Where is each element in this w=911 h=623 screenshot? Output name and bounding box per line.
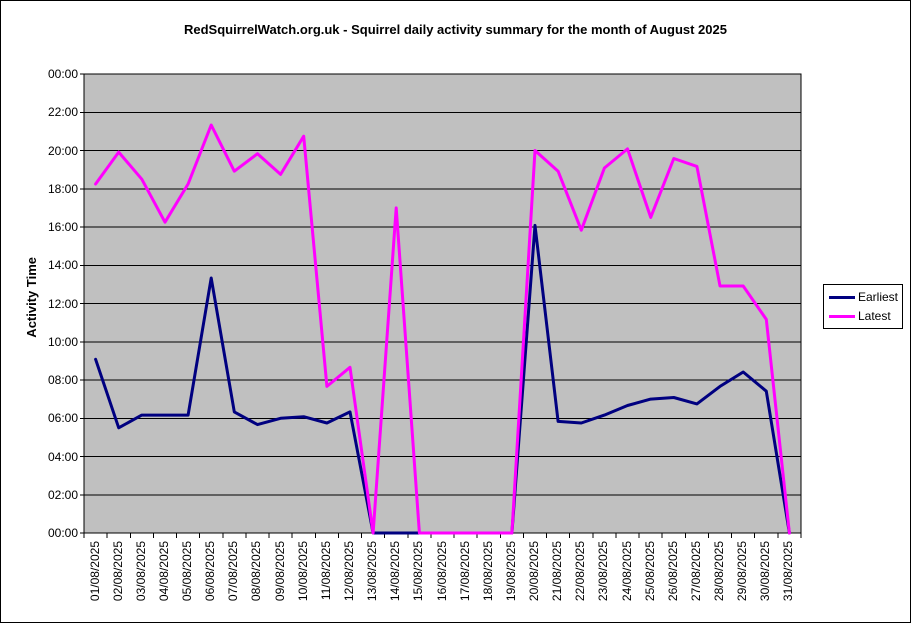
- x-axis-tick-label: 13/08/2025: [365, 541, 380, 602]
- x-axis-tick-label: 25/08/2025: [642, 541, 657, 602]
- x-axis-tick-label: 02/08/2025: [110, 541, 125, 602]
- legend-item-latest: Latest: [829, 308, 902, 324]
- legend-item-earliest: Earliest: [829, 289, 902, 305]
- x-axis-tick-label: 03/08/2025: [133, 541, 148, 602]
- x-axis-tick-label: 01/08/2025: [87, 541, 102, 602]
- legend-label-earliest: Earliest: [858, 290, 899, 304]
- y-axis-tick-label: 00:00: [47, 526, 78, 540]
- x-axis-tick-label: 23/08/2025: [596, 541, 611, 602]
- x-axis-tick-label: 10/08/2025: [295, 541, 310, 602]
- x-axis-tick-label: 16/08/2025: [434, 541, 449, 602]
- legend: Earliest Latest: [823, 284, 903, 329]
- x-axis-tick-label: 29/08/2025: [735, 541, 750, 602]
- y-axis-tick-label: 00:00: [47, 67, 78, 81]
- y-axis-tick-label: 12:00: [47, 296, 78, 311]
- earliest-line-swatch: [829, 295, 855, 299]
- x-axis-tick-label: 11/08/2025: [318, 541, 333, 601]
- y-axis-tick-label: 20:00: [47, 143, 78, 158]
- x-axis-tick-label: 04/08/2025: [156, 541, 171, 602]
- x-axis-tick-label: 18/08/2025: [480, 541, 495, 602]
- x-axis-tick-label: 27/08/2025: [688, 541, 703, 602]
- x-axis-tick-label: 28/08/2025: [712, 541, 727, 602]
- y-axis-tick-label: 18:00: [47, 181, 78, 196]
- x-axis-tick-label: 21/08/2025: [550, 541, 565, 602]
- x-axis-tick-label: 09/08/2025: [272, 541, 287, 602]
- x-axis-tick-label: 08/08/2025: [249, 541, 264, 602]
- x-axis-tick-label: 20/08/2025: [527, 541, 542, 602]
- x-axis-tick-label: 26/08/2025: [665, 541, 680, 602]
- x-axis-tick-label: 24/08/2025: [619, 541, 634, 602]
- x-axis-tick-label: 15/08/2025: [411, 541, 426, 602]
- y-axis-tick-label: 10:00: [47, 334, 78, 349]
- x-axis-tick-label: 31/08/2025: [781, 541, 796, 602]
- x-axis-tick-label: 12/08/2025: [341, 541, 356, 602]
- x-axis-tick-label: 17/08/2025: [457, 541, 472, 602]
- y-axis-tick-label: 04:00: [47, 449, 78, 464]
- x-axis-tick-label: 22/08/2025: [573, 541, 588, 602]
- y-axis-tick-label: 22:00: [47, 105, 78, 120]
- latest-line-swatch: [829, 314, 855, 318]
- x-axis-tick-label: 14/08/2025: [388, 541, 403, 602]
- y-axis-tick-label: 08:00: [47, 373, 78, 387]
- x-axis-tick-label: 07/08/2025: [226, 541, 241, 602]
- legend-label-latest: Latest: [858, 309, 891, 323]
- y-axis-tick-label: 02:00: [47, 487, 78, 502]
- chart-title: RedSquirrelWatch.org.uk - Squirrel daily…: [184, 22, 727, 37]
- y-axis-tick-label: 16:00: [47, 220, 78, 234]
- y-axis-tick-label: 14:00: [47, 258, 78, 273]
- x-axis-tick-label: 06/08/2025: [203, 541, 218, 602]
- x-axis-tick-label: 30/08/2025: [758, 541, 773, 602]
- y-axis-tick-label: 06:00: [47, 411, 78, 426]
- latest-series-line: [94, 123, 791, 535]
- x-axis-tick-label: 05/08/2025: [180, 541, 195, 602]
- x-axis-tick-label: 19/08/2025: [503, 541, 518, 602]
